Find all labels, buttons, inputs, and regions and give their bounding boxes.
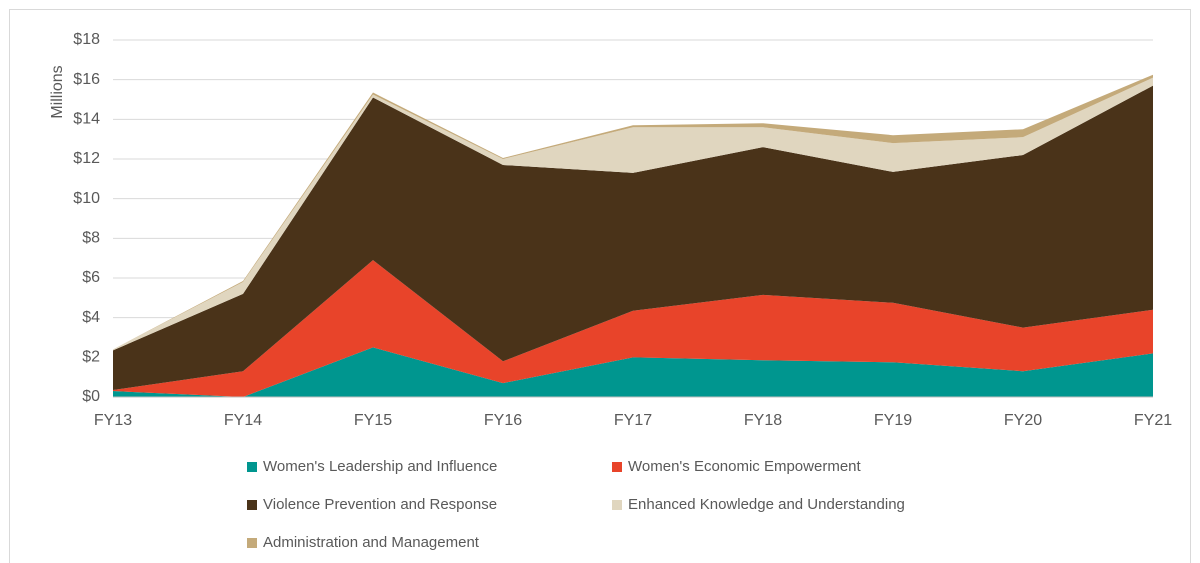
legend-label: Women's Economic Empowerment <box>628 458 862 475</box>
area <box>113 347 1153 397</box>
legend-swatch <box>612 462 622 472</box>
x-tick-label: FY15 <box>354 412 392 429</box>
y-axis-label: Millions <box>49 65 66 118</box>
y-tick-label: $6 <box>82 269 100 286</box>
area <box>113 260 1153 397</box>
y-tick-label: $10 <box>73 190 100 207</box>
x-tick-label: FY13 <box>94 412 132 429</box>
area <box>113 85 1153 391</box>
legend-swatch <box>612 500 622 510</box>
x-tick-label: FY17 <box>614 412 652 429</box>
legend-label: Administration and Management <box>263 534 480 551</box>
y-tick-label: $18 <box>73 31 100 48</box>
x-tick-label: FY20 <box>1004 412 1042 429</box>
y-tick-label: $12 <box>73 150 100 167</box>
legend-swatch <box>247 538 257 548</box>
legend-label: Enhanced Knowledge and Understanding <box>628 496 905 513</box>
legend-swatch <box>247 462 257 472</box>
x-tick-label: FY18 <box>744 412 782 429</box>
x-tick-label: FY14 <box>224 412 262 429</box>
legend-label: Women's Leadership and Influence <box>263 458 497 475</box>
chart-frame <box>9 9 1191 563</box>
y-tick-label: $8 <box>82 230 100 247</box>
area <box>113 77 1153 351</box>
y-tick-label: $0 <box>82 388 100 405</box>
y-tick-label: $16 <box>73 71 100 88</box>
legend-swatch <box>247 500 257 510</box>
legend-label: Violence Prevention and Response <box>263 496 497 513</box>
x-tick-label: FY16 <box>484 412 522 429</box>
x-tick-label: FY21 <box>1134 412 1172 429</box>
legend: Women's Leadership and Influence Women's … <box>247 458 905 551</box>
y-tick-label: $14 <box>73 111 100 128</box>
y-tick-label: $2 <box>82 349 100 366</box>
x-tick-label: FY19 <box>874 412 912 429</box>
y-tick-label: $4 <box>82 309 100 326</box>
